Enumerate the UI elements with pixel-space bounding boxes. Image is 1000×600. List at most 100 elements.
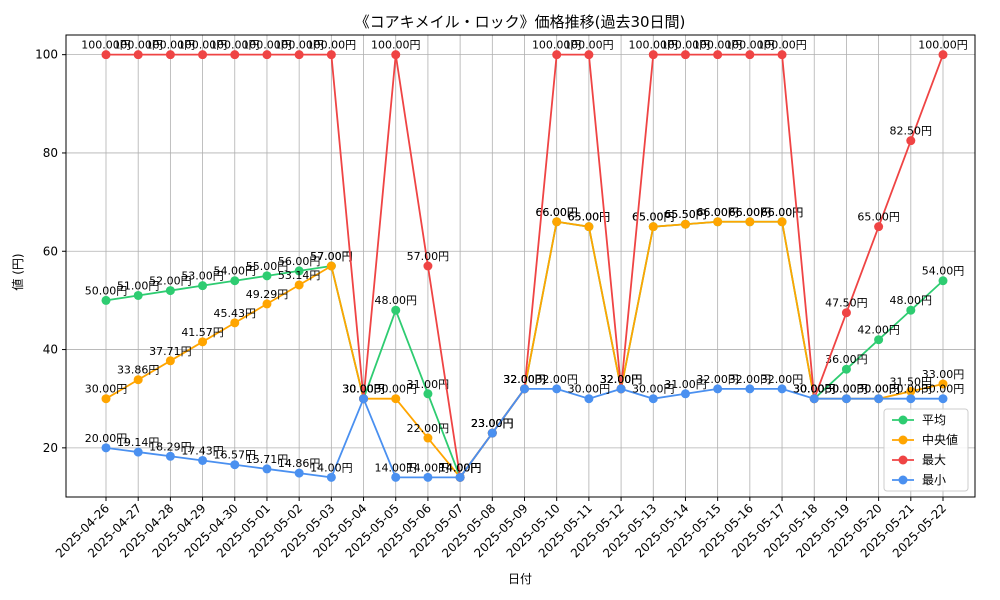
data-label: 14.00円 xyxy=(407,461,450,474)
data-point xyxy=(906,305,916,315)
data-label: 49.29円 xyxy=(246,288,289,301)
data-label: 31.00円 xyxy=(664,378,707,391)
data-point xyxy=(294,280,304,290)
data-point xyxy=(198,50,208,60)
data-point xyxy=(326,50,336,60)
data-label: 50.00円 xyxy=(85,284,128,297)
data-label: 32.00円 xyxy=(503,373,546,386)
data-label: 42.00円 xyxy=(857,324,900,337)
data-label: 41.57円 xyxy=(181,326,224,339)
data-label: 19.14円 xyxy=(117,436,160,449)
data-label: 14.00円 xyxy=(439,461,482,474)
data-label: 18.29円 xyxy=(149,440,192,453)
data-label: 22.00円 xyxy=(407,422,450,435)
data-point xyxy=(391,394,401,404)
data-label: 32.00円 xyxy=(503,373,546,386)
data-label: 32.00円 xyxy=(761,373,804,386)
data-point xyxy=(262,464,272,474)
data-label: 31.00円 xyxy=(407,378,450,391)
data-label: 32.00円 xyxy=(503,373,546,386)
data-point xyxy=(841,364,851,374)
legend-item: 平均 xyxy=(892,413,946,427)
data-label: 30.00円 xyxy=(890,383,933,396)
data-label: 65.00円 xyxy=(568,211,611,224)
data-label: 33.86円 xyxy=(117,364,160,377)
data-label: 66.00円 xyxy=(761,206,804,219)
y-tick-label: 80 xyxy=(43,146,58,160)
data-label: 66.00円 xyxy=(696,206,739,219)
data-point xyxy=(938,379,948,389)
data-label: 100.00円 xyxy=(113,39,163,52)
series-3: 20.00円19.14円18.29円17.43円16.57円15.71円14.8… xyxy=(85,373,964,482)
data-label: 56.00円 xyxy=(278,255,321,268)
data-label: 30.00円 xyxy=(857,383,900,396)
data-point xyxy=(648,222,658,232)
data-label: 23.00円 xyxy=(471,417,514,430)
data-point xyxy=(745,217,755,227)
data-point xyxy=(165,50,175,60)
legend-item: 最大 xyxy=(892,453,946,467)
data-label: 30.00円 xyxy=(568,383,611,396)
data-point xyxy=(391,50,401,60)
data-point xyxy=(713,384,723,394)
data-point xyxy=(198,337,208,347)
legend-marker xyxy=(898,435,908,445)
legend-marker xyxy=(898,475,908,485)
legend-label: 中央値 xyxy=(922,432,958,447)
chart-title: 《コアキメイル・ロック》価格推移(過去30日間) xyxy=(355,13,686,31)
y-tick-label: 100 xyxy=(35,48,58,62)
data-point xyxy=(133,447,143,457)
data-label: 48.00円 xyxy=(890,294,933,307)
data-point xyxy=(584,50,594,60)
data-point xyxy=(423,433,433,443)
data-label: 31.50円 xyxy=(890,375,933,388)
data-point xyxy=(262,50,272,60)
data-label: 100.00円 xyxy=(178,39,228,52)
data-label: 23.00円 xyxy=(471,417,514,430)
data-point xyxy=(648,50,658,60)
data-point xyxy=(777,50,787,60)
data-point xyxy=(906,136,916,146)
data-label: 100.00円 xyxy=(242,39,292,52)
data-point xyxy=(230,460,240,470)
data-label: 100.00円 xyxy=(371,39,421,52)
data-point xyxy=(809,394,819,404)
data-label: 66.00円 xyxy=(535,206,578,219)
series-2: 100.00円 100.00円 100.00円 100.00円 100.00円 100.0… xyxy=(81,39,968,482)
data-label: 66.00円 xyxy=(729,206,772,219)
data-label: 66.00円 xyxy=(535,206,578,219)
data-point xyxy=(841,394,851,404)
data-label: 55.00円 xyxy=(246,260,289,273)
data-label: 36.00円 xyxy=(825,353,868,366)
data-point xyxy=(101,295,111,305)
data-point xyxy=(906,386,916,396)
data-label: 32.00円 xyxy=(729,373,772,386)
legend-label: 最小 xyxy=(922,473,946,487)
data-label: 32.00円 xyxy=(503,373,546,386)
data-label: 32.00円 xyxy=(600,373,643,386)
data-point xyxy=(230,276,240,286)
data-point xyxy=(680,219,690,229)
data-point xyxy=(165,451,175,461)
data-label: 23.00円 xyxy=(471,417,514,430)
data-label: 100.00円 xyxy=(661,39,711,52)
data-point xyxy=(745,384,755,394)
data-point xyxy=(391,305,401,315)
data-label: 30.00円 xyxy=(342,383,385,396)
data-point xyxy=(359,394,369,404)
data-label: 32.00円 xyxy=(535,373,578,386)
y-tick-label: 60 xyxy=(43,244,58,258)
data-label: 53.00円 xyxy=(181,270,224,283)
data-label: 45.43円 xyxy=(214,307,257,320)
data-label: 100.00円 xyxy=(564,39,614,52)
data-label: 65.00円 xyxy=(857,211,900,224)
data-point xyxy=(262,271,272,281)
data-label: 65.00円 xyxy=(632,211,675,224)
data-label: 30.00円 xyxy=(342,383,385,396)
data-label: 66.00円 xyxy=(696,206,739,219)
data-label: 14.00円 xyxy=(439,461,482,474)
data-label: 66.00円 xyxy=(761,206,804,219)
data-point xyxy=(552,384,562,394)
data-point xyxy=(391,472,401,482)
